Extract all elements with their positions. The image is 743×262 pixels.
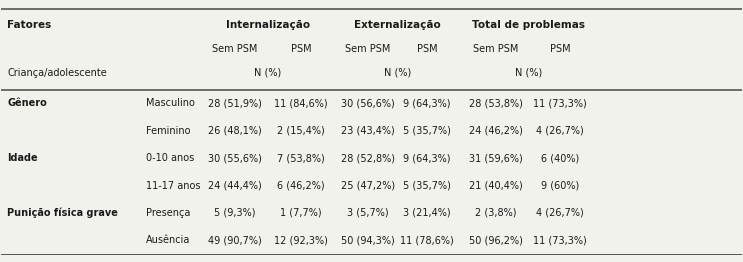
Text: 11 (73,3%): 11 (73,3%) [533, 236, 587, 245]
Text: Sem PSM: Sem PSM [212, 44, 257, 54]
Text: 24 (44,4%): 24 (44,4%) [208, 181, 262, 190]
Text: Internalização: Internalização [226, 20, 310, 30]
Text: 11 (78,6%): 11 (78,6%) [400, 236, 454, 245]
Text: 4 (26,7%): 4 (26,7%) [536, 208, 584, 218]
Text: 3 (5,7%): 3 (5,7%) [347, 208, 389, 218]
Text: 11-17 anos: 11-17 anos [146, 181, 200, 190]
Text: 2 (3,8%): 2 (3,8%) [475, 208, 516, 218]
Text: 4 (26,7%): 4 (26,7%) [536, 126, 584, 136]
Text: Punição física grave: Punição física grave [7, 208, 118, 218]
Text: Ausência: Ausência [146, 236, 190, 245]
Text: 2 (15,4%): 2 (15,4%) [277, 126, 325, 136]
Text: 11 (73,3%): 11 (73,3%) [533, 98, 587, 108]
Text: 0-10 anos: 0-10 anos [146, 153, 194, 163]
Text: 28 (51,9%): 28 (51,9%) [207, 98, 262, 108]
Text: PSM: PSM [550, 44, 571, 54]
Text: 49 (90,7%): 49 (90,7%) [208, 236, 262, 245]
Text: 50 (96,2%): 50 (96,2%) [469, 236, 523, 245]
Text: Presença: Presença [146, 208, 190, 218]
Text: 30 (55,6%): 30 (55,6%) [207, 153, 262, 163]
Text: 9 (64,3%): 9 (64,3%) [403, 98, 451, 108]
Text: 3 (21,4%): 3 (21,4%) [403, 208, 451, 218]
Text: PSM: PSM [417, 44, 438, 54]
Text: 50 (94,3%): 50 (94,3%) [341, 236, 395, 245]
Text: N (%): N (%) [515, 68, 542, 78]
Text: 6 (46,2%): 6 (46,2%) [277, 181, 325, 190]
Text: Fatores: Fatores [7, 20, 51, 30]
Text: Masculino: Masculino [146, 98, 195, 108]
Text: 11 (84,6%): 11 (84,6%) [274, 98, 328, 108]
Text: Idade: Idade [7, 153, 38, 163]
Text: Feminino: Feminino [146, 126, 190, 136]
Text: Sem PSM: Sem PSM [473, 44, 519, 54]
Text: Gênero: Gênero [7, 98, 47, 108]
Text: 25 (47,2%): 25 (47,2%) [341, 181, 395, 190]
Text: 5 (35,7%): 5 (35,7%) [403, 126, 451, 136]
Text: N (%): N (%) [254, 68, 282, 78]
Text: 28 (52,8%): 28 (52,8%) [341, 153, 395, 163]
Text: 21 (40,4%): 21 (40,4%) [469, 181, 523, 190]
Text: Sem PSM: Sem PSM [345, 44, 391, 54]
Text: 23 (43,4%): 23 (43,4%) [341, 126, 395, 136]
Text: 9 (60%): 9 (60%) [541, 181, 580, 190]
Text: 28 (53,8%): 28 (53,8%) [469, 98, 523, 108]
Text: 5 (9,3%): 5 (9,3%) [214, 208, 256, 218]
Text: 1 (7,7%): 1 (7,7%) [280, 208, 322, 218]
Text: 9 (64,3%): 9 (64,3%) [403, 153, 451, 163]
Text: 5 (35,7%): 5 (35,7%) [403, 181, 451, 190]
Text: 24 (46,2%): 24 (46,2%) [469, 126, 523, 136]
Text: 6 (40%): 6 (40%) [541, 153, 580, 163]
Text: Criança/adolescente: Criança/adolescente [7, 68, 107, 78]
Text: 30 (56,6%): 30 (56,6%) [341, 98, 395, 108]
Text: Total de problemas: Total de problemas [472, 20, 585, 30]
Text: 26 (48,1%): 26 (48,1%) [208, 126, 262, 136]
Text: 12 (92,3%): 12 (92,3%) [274, 236, 328, 245]
Text: N (%): N (%) [384, 68, 411, 78]
Text: PSM: PSM [291, 44, 311, 54]
Text: 7 (53,8%): 7 (53,8%) [277, 153, 325, 163]
Text: Externalização: Externalização [354, 20, 441, 30]
Text: 31 (59,6%): 31 (59,6%) [469, 153, 523, 163]
